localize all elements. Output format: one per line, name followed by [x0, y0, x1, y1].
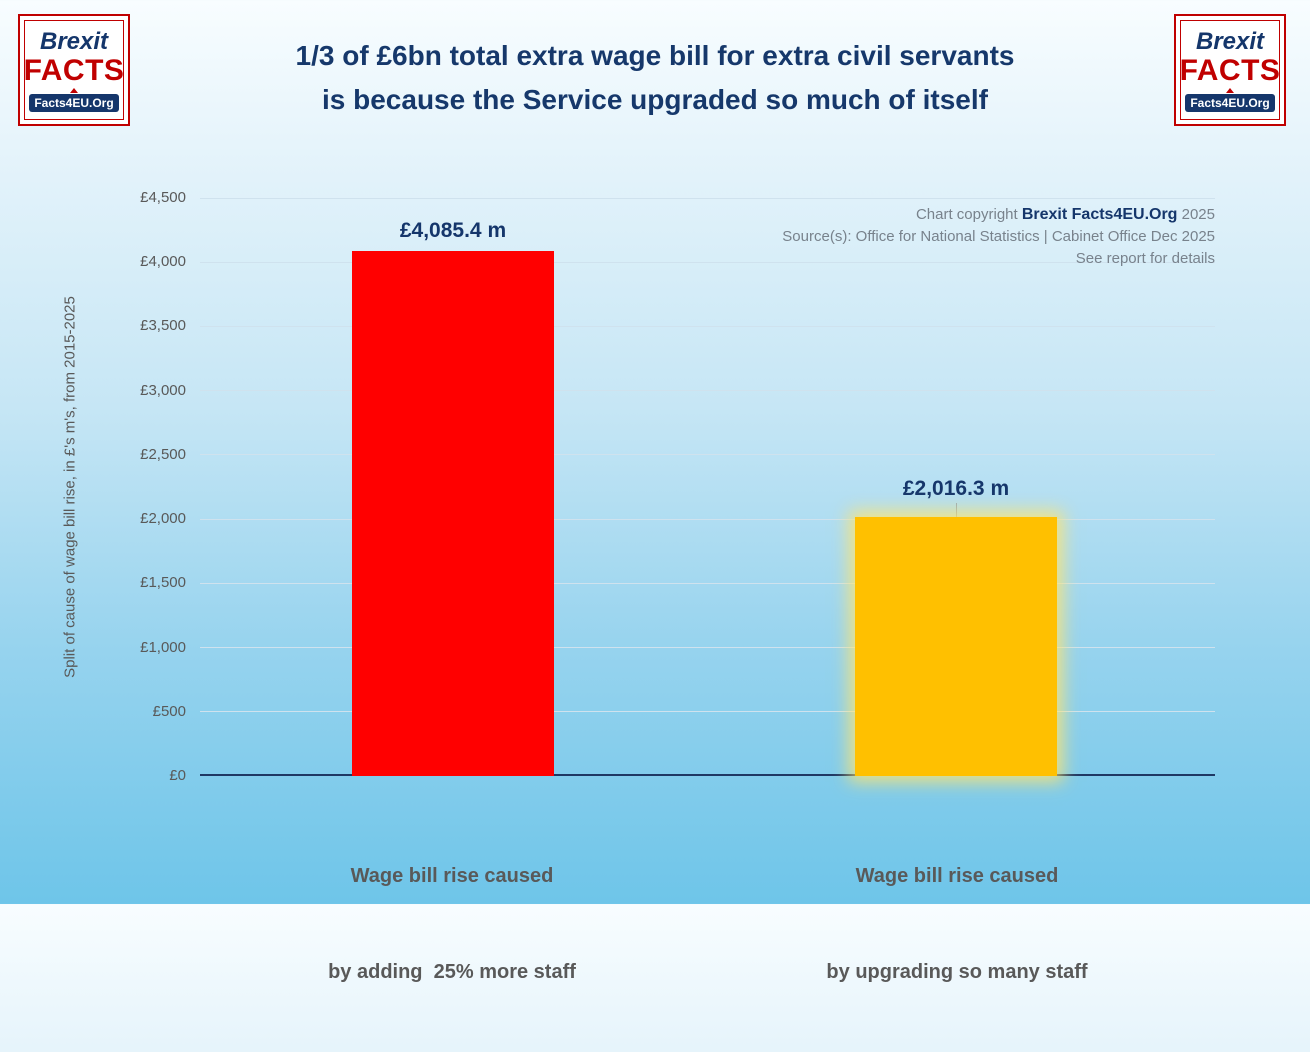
copyright-line: Chart copyright Brexit Facts4EU.Org 2025	[782, 204, 1215, 226]
logo-facts-text: FACTS	[1179, 53, 1281, 87]
logo-banner-text: Facts4EU.Org	[1185, 93, 1275, 112]
category-line2: by upgrading so many staff	[826, 961, 1088, 983]
gridline	[200, 518, 1215, 520]
gridline	[200, 197, 1215, 199]
plot-area: Chart copyright Brexit Facts4EU.Org 2025…	[200, 197, 1215, 776]
gridline	[200, 325, 1215, 327]
y-tick-label: £0	[169, 767, 186, 784]
category-line2: by adding 25% more staff	[328, 961, 576, 983]
bar-value-label: £2,016.3 m	[902, 477, 1010, 501]
y-tick-label: £3,000	[140, 381, 186, 399]
chart-title-line2: is because the Service upgraded so much …	[322, 84, 988, 115]
gridline	[200, 261, 1215, 263]
label-connector-line	[956, 503, 957, 518]
y-tick-label: £4,000	[140, 253, 186, 271]
copyright-brand: Brexit Facts4EU.Org	[1021, 206, 1178, 223]
y-tick-label: £3,500	[140, 317, 186, 335]
logo-brexit-text: Brexit	[1195, 27, 1265, 55]
copyright-annotation: Chart copyright Brexit Facts4EU.Org 2025…	[782, 204, 1215, 270]
gridline	[200, 647, 1215, 649]
y-tick-label: £4,500	[140, 189, 186, 206]
x-category-label-adding: Wage bill rise caused by adding 25% more…	[252, 796, 652, 1052]
chart-page: Brexit FACTS Facts4EU.Org Brexit FACTS F…	[18, 14, 1286, 983]
source-line: Source(s): Office for National Statistic…	[782, 228, 1215, 245]
bar-group-upgrading-staff: £2,016.3 m	[855, 198, 1057, 776]
y-tick-label: £2,500	[140, 445, 186, 463]
category-line1: Wage bill rise caused	[855, 865, 1059, 887]
brexit-facts-logo-left: Brexit FACTS Facts4EU.Org	[18, 14, 130, 126]
gridline	[200, 711, 1215, 713]
logo-frame: Brexit FACTS Facts4EU.Org	[24, 20, 124, 120]
y-axis-tick-labels: £0 £500 £1,000 £1,500 £2,000 £2,500 £3,000 £3,5…	[100, 189, 186, 784]
category-line1: Wage bill rise caused	[350, 865, 554, 887]
gridline	[200, 582, 1215, 584]
logo-facts-text: FACTS	[23, 53, 125, 87]
y-tick-label: £500	[152, 702, 186, 720]
logo-banner-text: Facts4EU.Org	[29, 93, 119, 112]
y-axis-title: Split of cause of wage bill rise, in £'s…	[61, 296, 79, 678]
copyright-prefix: Chart copyright	[915, 206, 1022, 223]
brexit-facts-logo-right: Brexit FACTS Facts4EU.Org	[1174, 14, 1286, 126]
logo-arrow-icon	[1226, 87, 1234, 93]
gridline	[200, 454, 1215, 456]
copyright-year: 2025	[1177, 206, 1215, 223]
report-line: See report for details	[1075, 250, 1215, 267]
y-tick-label: £2,000	[140, 510, 186, 528]
chart-title-line1: 1/3 of £6bn total extra wage bill for ex…	[295, 40, 1015, 71]
gridline	[200, 390, 1215, 392]
x-category-label-upgrading: Wage bill rise caused by upgrading so ma…	[757, 796, 1157, 1052]
chart-title: 1/3 of £6bn total extra wage bill for ex…	[140, 34, 1170, 122]
y-tick-label: £1,000	[140, 638, 186, 656]
logo-frame: Brexit FACTS Facts4EU.Org	[1180, 20, 1280, 120]
bar-upgrading-staff	[855, 517, 1057, 776]
logo-brexit-text: Brexit	[39, 27, 109, 55]
bar-adding-staff	[352, 251, 554, 776]
bar-value-label: £4,085.4 m	[399, 219, 507, 243]
logo-arrow-icon	[70, 87, 78, 93]
x-axis-line	[200, 774, 1215, 776]
bar-group-adding-staff: £4,085.4 m	[352, 198, 554, 776]
y-tick-label: £1,500	[140, 574, 186, 592]
